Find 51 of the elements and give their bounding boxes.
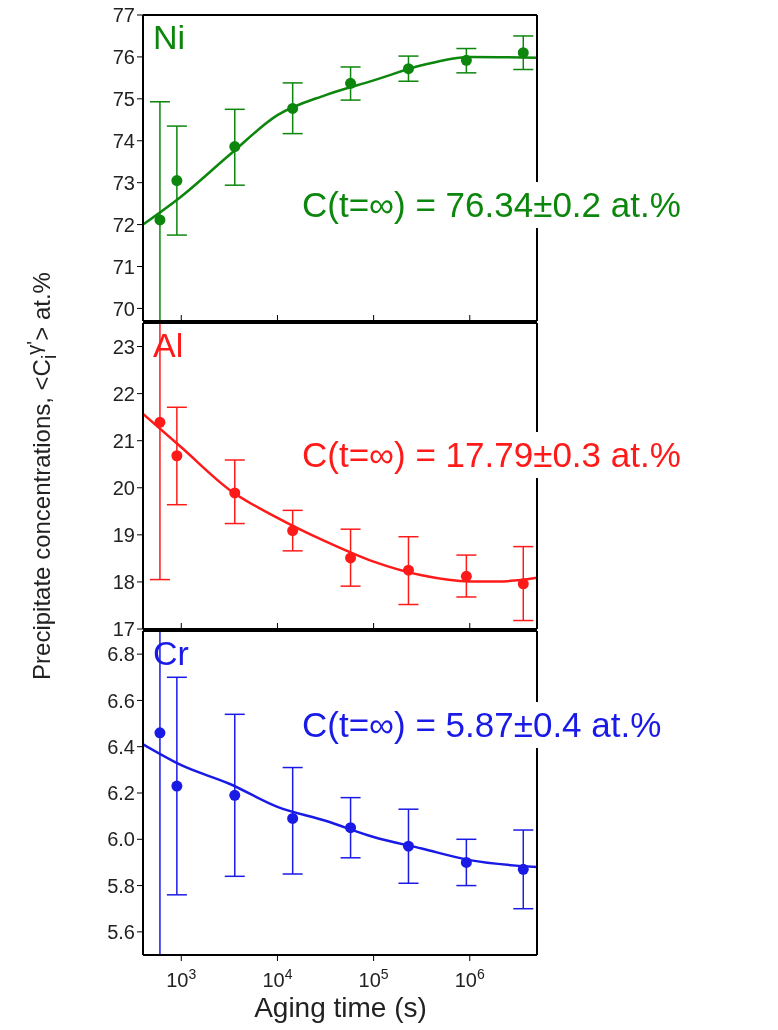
y-tick-label: 71 bbox=[112, 255, 135, 278]
y-tick-label: 6.0 bbox=[107, 828, 135, 851]
annotation: C(t=∞) = 76.34±0.2 at.% bbox=[302, 184, 681, 224]
point bbox=[171, 175, 183, 187]
annotation: C(t=∞) = 5.87±0.4 at.% bbox=[302, 704, 662, 744]
y-tick-label: 17 bbox=[112, 618, 135, 641]
y-tick-label: 74 bbox=[112, 129, 135, 152]
x-axis-title: Aging time (s) bbox=[254, 992, 427, 1023]
y-tick-label: 70 bbox=[112, 297, 135, 320]
y-tick-label: 75 bbox=[112, 87, 135, 110]
annotation: Ni bbox=[153, 18, 186, 56]
point bbox=[517, 578, 529, 590]
y-tick-label: 19 bbox=[112, 523, 135, 546]
y-tick-label: 23 bbox=[112, 335, 135, 358]
y-tick-label: 73 bbox=[112, 171, 135, 194]
point bbox=[402, 564, 414, 576]
y-tick-label: 5.6 bbox=[107, 920, 135, 943]
y-tick-label: 76 bbox=[112, 46, 135, 69]
point bbox=[229, 789, 241, 801]
point bbox=[460, 570, 472, 582]
point bbox=[287, 812, 299, 824]
y-tick-label: 5.8 bbox=[107, 874, 135, 897]
x-tick-label: 10$^{6}$ bbox=[454, 966, 486, 991]
point bbox=[171, 780, 183, 792]
y-tick-label: 72 bbox=[112, 213, 135, 236]
point bbox=[460, 54, 472, 66]
x-tick-label: 10$^{4}$ bbox=[262, 966, 293, 991]
x-tick-label: 10$^{5}$ bbox=[358, 966, 389, 991]
y-tick-label: 18 bbox=[112, 571, 135, 594]
y-tick-label: 6.4 bbox=[107, 735, 135, 758]
x-tick-label: 10$^{3}$ bbox=[166, 966, 197, 991]
y-tick-label: 22 bbox=[112, 382, 135, 405]
point bbox=[402, 840, 414, 852]
y-tick-label: 77 bbox=[112, 4, 135, 27]
point bbox=[287, 525, 299, 537]
y-tick-label: 6.8 bbox=[107, 643, 135, 666]
point bbox=[345, 822, 357, 834]
point bbox=[229, 487, 241, 499]
annotation: C(t=∞) = 17.79±0.3 at.% bbox=[302, 434, 681, 474]
point bbox=[460, 856, 472, 868]
point bbox=[171, 450, 183, 462]
point bbox=[345, 77, 357, 89]
point bbox=[402, 63, 414, 75]
y-tick-label: 20 bbox=[112, 476, 135, 499]
y-tick-label: 6.2 bbox=[107, 782, 135, 805]
point bbox=[287, 102, 299, 114]
y-tick-label: 6.6 bbox=[107, 689, 135, 712]
point bbox=[517, 863, 529, 875]
point bbox=[229, 141, 241, 153]
y-tick-label: 21 bbox=[112, 429, 135, 452]
point bbox=[345, 552, 357, 564]
